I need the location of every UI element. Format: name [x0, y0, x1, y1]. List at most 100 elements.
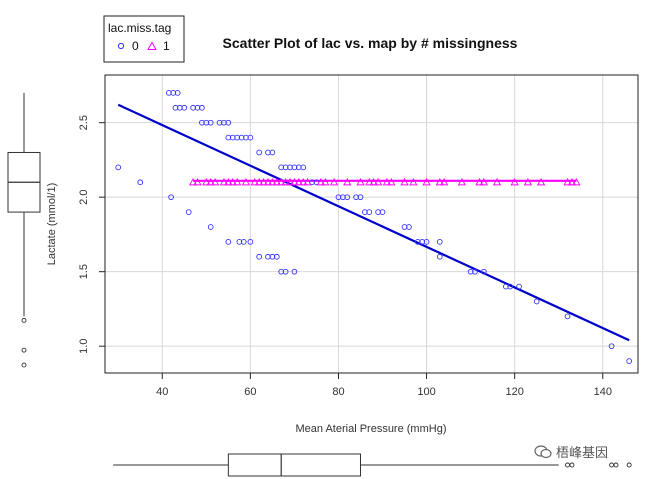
- point-series-0: [174, 90, 181, 96]
- point-series-0: [507, 283, 514, 290]
- point-series-0: [247, 134, 254, 141]
- y-box-outlier: [21, 347, 27, 353]
- point-series-0: [533, 298, 540, 305]
- point-series-1: [409, 177, 418, 186]
- point-series-0: [357, 194, 364, 201]
- point-series-0: [168, 194, 174, 201]
- point-series-1: [228, 177, 237, 186]
- x-box-outlier: [609, 462, 615, 468]
- y-axis-title: Lactate (mmol/1): [46, 183, 58, 266]
- x-tick-label: 60: [244, 386, 256, 398]
- point-series-0: [273, 253, 280, 260]
- point-series-0: [199, 104, 205, 111]
- point-series-0: [564, 313, 571, 320]
- point-series-1: [232, 177, 242, 186]
- x-box-outlier: [613, 462, 619, 468]
- point-series-1: [387, 177, 396, 186]
- legend-box: [103, 15, 185, 63]
- point-series-0: [225, 119, 232, 126]
- point-series-0: [115, 164, 122, 171]
- point-series-0: [626, 358, 633, 364]
- point-series-1: [457, 177, 466, 186]
- point-series-0: [247, 239, 254, 245]
- point-series-0: [256, 149, 263, 156]
- point-series-0: [240, 239, 247, 245]
- point-series-1: [475, 177, 484, 186]
- point-series-0: [436, 253, 443, 260]
- point-series-1: [263, 177, 273, 186]
- point-series-1: [294, 177, 303, 186]
- point-series-0: [137, 179, 144, 186]
- point-series-1: [259, 177, 268, 186]
- point-series-1: [193, 177, 202, 186]
- point-series-0: [207, 224, 214, 230]
- point-series-1: [479, 177, 488, 186]
- point-series-1: [290, 177, 299, 186]
- legend-marker-1: [147, 41, 157, 50]
- point-series-1: [440, 177, 449, 186]
- point-series-1: [202, 177, 211, 186]
- legend: lac.miss.tag 0 1: [103, 15, 185, 63]
- point-series-0: [423, 239, 430, 245]
- point-series-0: [608, 343, 615, 350]
- point-series-0: [472, 268, 478, 275]
- data-points: [115, 90, 633, 364]
- x-box-body: [227, 453, 361, 477]
- point-series-1: [343, 177, 352, 186]
- point-series-1: [285, 177, 295, 186]
- grid-layer: [105, 75, 638, 373]
- legend-label-0: 0: [132, 39, 139, 53]
- point-series-0: [269, 149, 276, 156]
- point-series-1: [188, 177, 198, 186]
- x-tick-label: 100: [417, 386, 435, 398]
- point-series-1: [206, 177, 215, 186]
- x-box-outlier: [565, 462, 570, 468]
- point-series-0: [282, 268, 289, 275]
- x-tick-label: 80: [332, 386, 344, 398]
- point-series-1: [303, 177, 312, 186]
- point-series-0: [366, 209, 373, 215]
- point-series-1: [567, 177, 577, 186]
- legend-title: lac.miss.tag: [108, 21, 171, 35]
- point-series-0: [181, 104, 188, 111]
- x-box-outlier: [626, 462, 632, 468]
- point-series-0: [291, 268, 298, 275]
- chart-title: Scatter Plot of lac vs. map by # missing…: [223, 35, 518, 51]
- y-tick-label: 2.0: [78, 190, 90, 205]
- point-series-1: [369, 177, 378, 186]
- point-series-0: [300, 164, 307, 171]
- y-tick-label: 2.5: [78, 115, 90, 130]
- point-series-1: [277, 177, 286, 186]
- point-series-1: [492, 177, 502, 186]
- point-series-0: [436, 239, 443, 245]
- point-series-1: [563, 177, 572, 186]
- x-box-outlier: [569, 462, 575, 468]
- fit-line-0: [117, 103, 630, 342]
- wechat-icon: [534, 444, 552, 458]
- point-series-1: [523, 177, 533, 186]
- point-series-1: [536, 177, 546, 186]
- y-marginal-boxplot: [7, 92, 41, 368]
- point-series-1: [224, 177, 233, 186]
- watermark: 梧峰基因: [534, 442, 608, 461]
- point-series-0: [516, 283, 522, 290]
- point-series-0: [480, 268, 487, 275]
- point-series-1: [255, 177, 264, 186]
- x-tick-label: 40: [156, 386, 168, 398]
- point-series-1: [241, 177, 251, 186]
- y-box-outlier: [21, 362, 27, 368]
- point-series-1: [272, 177, 281, 186]
- watermark-text: 梧峰基因: [556, 446, 609, 461]
- point-series-1: [400, 177, 409, 186]
- point-series-1: [210, 177, 220, 186]
- point-series-1: [422, 177, 431, 186]
- point-series-0: [344, 194, 351, 201]
- y-tick-label: 1.5: [78, 264, 90, 279]
- point-series-0: [256, 253, 263, 260]
- plot-frame: [104, 74, 639, 374]
- axis-ticks: 40 60 80 100 120 140 1.0 1.5 2.0 2.5: [78, 115, 612, 398]
- legend-label-1: 1: [163, 39, 170, 53]
- legend-marker-0: [117, 42, 125, 50]
- point-series-1: [373, 177, 383, 186]
- point-series-1: [382, 177, 392, 186]
